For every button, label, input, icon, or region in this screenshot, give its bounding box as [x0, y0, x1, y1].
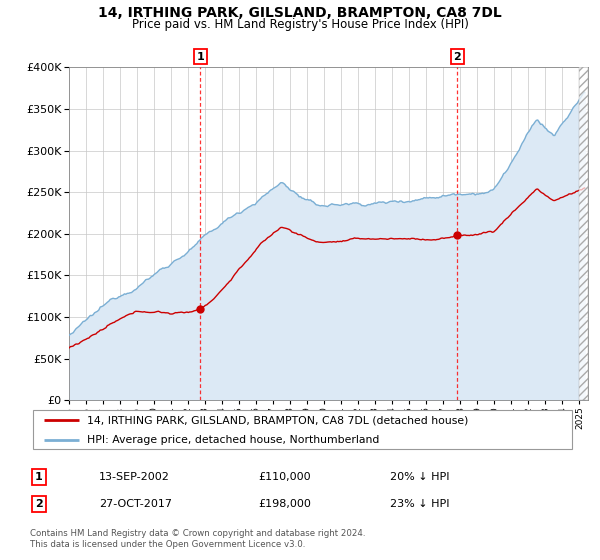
Text: 23% ↓ HPI: 23% ↓ HPI	[390, 499, 449, 509]
Text: £198,000: £198,000	[258, 499, 311, 509]
Text: 2: 2	[454, 52, 461, 62]
Text: 14, IRTHING PARK, GILSLAND, BRAMPTON, CA8 7DL: 14, IRTHING PARK, GILSLAND, BRAMPTON, CA…	[98, 6, 502, 20]
Text: 13-SEP-2002: 13-SEP-2002	[99, 472, 170, 482]
Text: 27-OCT-2017: 27-OCT-2017	[99, 499, 172, 509]
Text: 20% ↓ HPI: 20% ↓ HPI	[390, 472, 449, 482]
FancyBboxPatch shape	[33, 410, 572, 449]
Text: 14, IRTHING PARK, GILSLAND, BRAMPTON, CA8 7DL (detached house): 14, IRTHING PARK, GILSLAND, BRAMPTON, CA…	[88, 415, 469, 425]
Text: 1: 1	[196, 52, 204, 62]
Text: HPI: Average price, detached house, Northumberland: HPI: Average price, detached house, Nort…	[88, 435, 380, 445]
Text: Price paid vs. HM Land Registry's House Price Index (HPI): Price paid vs. HM Land Registry's House …	[131, 18, 469, 31]
Text: £110,000: £110,000	[258, 472, 311, 482]
Text: Contains HM Land Registry data © Crown copyright and database right 2024.
This d: Contains HM Land Registry data © Crown c…	[30, 529, 365, 549]
Text: 2: 2	[35, 499, 43, 509]
Text: 1: 1	[35, 472, 43, 482]
Bar	[580, 67, 588, 400]
Bar	[580, 67, 588, 400]
